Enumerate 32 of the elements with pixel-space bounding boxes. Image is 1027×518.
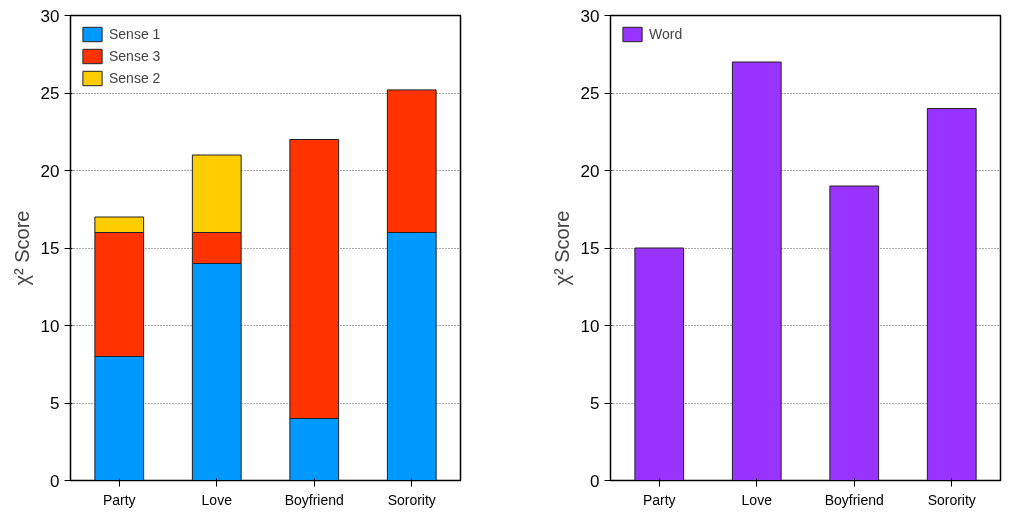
x-tick-label: Love xyxy=(741,491,773,508)
legend-label: Sense 3 xyxy=(109,48,161,64)
x-tick-label: Love xyxy=(201,491,233,508)
y-tick-label: 20 xyxy=(40,161,60,181)
y-tick-label: 25 xyxy=(40,84,60,103)
bar xyxy=(829,185,880,481)
x-tick-label: Party xyxy=(102,491,136,508)
y-axis-title: χ² Score xyxy=(550,210,573,286)
y-tick-label: 25 xyxy=(580,84,600,103)
y-tick-label: 15 xyxy=(580,239,600,258)
y-tick-label: 20 xyxy=(580,161,600,181)
y-tick-label: 0 xyxy=(50,471,60,491)
y-tick-label: 15 xyxy=(40,239,60,258)
bar xyxy=(634,247,685,481)
y-axis-title: χ² Score xyxy=(10,210,33,286)
y-tick-label: 5 xyxy=(50,394,60,413)
legend-label: Sense 1 xyxy=(109,26,161,42)
x-tick-label: Boyfriend xyxy=(824,491,884,508)
y-tick-label: 10 xyxy=(580,316,600,336)
x-tick-label: Sorority xyxy=(387,491,436,508)
bar xyxy=(731,61,782,481)
x-tick-label: Sorority xyxy=(927,491,976,508)
y-tick-label: 30 xyxy=(40,6,60,26)
x-tick-label: Party xyxy=(642,491,676,508)
x-tick-label: Boyfriend xyxy=(284,491,344,508)
y-tick-label: 5 xyxy=(590,394,600,413)
y-tick-label: 0 xyxy=(590,471,600,491)
legend-label: Word xyxy=(649,26,683,42)
y-tick-label: 30 xyxy=(580,6,600,26)
bar xyxy=(926,108,977,481)
y-tick-label: 10 xyxy=(40,316,60,336)
legend-label: Sense 2 xyxy=(109,70,161,86)
